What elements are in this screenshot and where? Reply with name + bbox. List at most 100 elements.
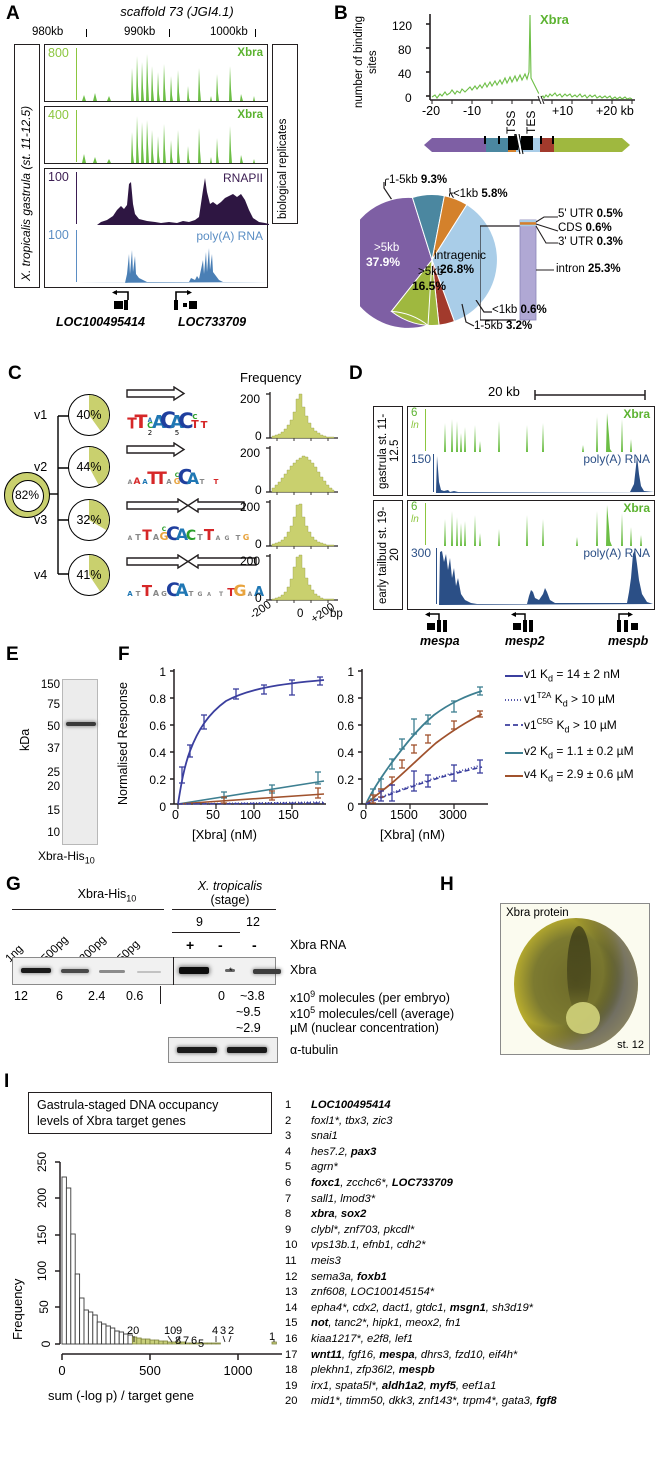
gene-label-mespb: mespb: [608, 634, 649, 648]
panel-d-letter: D: [349, 363, 363, 384]
track-yaxis: [76, 230, 78, 282]
gene-list-row: 6 foxc1, zcchc6*, LOC733709: [285, 1176, 660, 1192]
g-western-blot: *: [12, 957, 281, 985]
svg-text:T: T: [219, 591, 224, 598]
gene-list-rank: 10: [285, 1239, 298, 1252]
callout-lt1kb-up: ╭<1kb 5.8%: [446, 188, 508, 200]
gene-list-rank: 19: [285, 1379, 298, 1392]
g-rule-left: [12, 909, 164, 911]
h-stage-label: st. 12: [617, 1039, 644, 1051]
f-left-ytick-0: 0: [159, 800, 166, 814]
g-quant-24: 2.4: [88, 989, 106, 1003]
xtick-plus10: +10: [552, 104, 574, 118]
metagene-axes-and-curve: [426, 14, 635, 105]
ladder-150: 150: [40, 679, 60, 691]
sequence-logo-v4: A T T A G C A T G A T T G A A: [127, 579, 264, 600]
panel-e-letter: E: [6, 644, 19, 665]
svg-text:250: 250: [35, 1152, 49, 1172]
svg-text:G: G: [174, 477, 181, 486]
bottom-callout-leaders: [461, 300, 492, 327]
svg-text:T: T: [155, 469, 167, 488]
f-left-xtick-150: 150: [278, 808, 299, 822]
svg-text:C: C: [178, 409, 193, 433]
track-xbra-rep1: Xbra 800: [44, 44, 269, 102]
track-xbra-rep2-signal: [77, 116, 269, 163]
ladder-15: 15: [47, 805, 60, 817]
svg-text:A: A: [127, 590, 133, 598]
track-xbra-rep1-signal: [77, 54, 269, 101]
gene-list-names: snai1: [311, 1130, 338, 1143]
axis-tick-1000kb: 1000kb: [210, 26, 248, 38]
d-row1-polya-axis: [433, 454, 435, 492]
i-caption-line2: levels of Xbra target genes: [37, 1114, 186, 1128]
panel-d-row1-stage-box: gastrula st. 11-12.5: [373, 406, 403, 496]
g-stage-9: 9: [196, 915, 203, 929]
d-row2-polya-axis: [436, 548, 438, 604]
axis-tick-980kb: 980kb: [32, 26, 64, 38]
d-row2-xbra-label: Xbra: [623, 501, 650, 515]
gene-list-names: clybl*, znf703, pkcdl*: [311, 1223, 415, 1236]
pie-label-gt5kb-up: >5kb: [374, 242, 400, 254]
svg-text:C: C: [186, 528, 196, 544]
svg-text:A: A: [187, 469, 200, 488]
gene-list-row: 17 wnt11, fgf16, mespa, dhrs3, fzd10, eif…: [285, 1348, 660, 1364]
legend-line-solid-v2: [505, 752, 523, 755]
gene-list-rank: 14: [285, 1301, 298, 1314]
gene-list-names: epha4*, cdx2, dact1, gtdc1, msgn1, sh3d1…: [311, 1301, 534, 1314]
svg-text:20: 20: [127, 1325, 139, 1337]
svg-text:0: 0: [58, 1363, 65, 1378]
i-caption-line1: Gastrula-staged DNA occupancy: [37, 1098, 219, 1112]
g-group-left-label: Xbra-His10: [77, 887, 137, 904]
circle-v3-32: 32%: [68, 499, 110, 541]
motif-arrow-v2: [126, 442, 186, 458]
g-rule-stage9: [172, 932, 240, 934]
track-yaxis: [76, 172, 78, 224]
legend-item-v4: v4 Kd = 2.9 ± 0.6 µM: [504, 765, 660, 787]
gene-list-names: plekhn1, zfp36l2, mespb: [311, 1364, 435, 1377]
gene-list-row: 12 sema3a, foxb1: [285, 1270, 660, 1286]
panel-a-replicates-label: biological replicates: [277, 118, 289, 219]
svg-text:A: A: [153, 589, 160, 598]
g-rna-plus: +: [186, 937, 195, 953]
track-xbra-rep2: Xbra 400: [44, 106, 269, 164]
svg-text:A: A: [134, 477, 141, 487]
circle-total-82: 82%: [4, 472, 50, 518]
svg-text:50: 50: [37, 1300, 51, 1314]
gene-model-loc733709: [174, 290, 197, 310]
panel-a-side-label-box: X. tropicalis gastrula (st. 11-12.5): [14, 44, 40, 288]
f-right-xtick-1500: 1500: [390, 808, 418, 822]
circle-v2-44: 44%: [68, 446, 110, 488]
svg-text:G: G: [233, 581, 246, 600]
svg-text:A: A: [148, 417, 153, 424]
panel-b-ylabel: number of binding sites: [353, 15, 379, 109]
scalebar-label: 20 kb: [488, 384, 520, 399]
genomic-distribution-pie: [360, 194, 498, 329]
svg-text:T: T: [136, 590, 141, 598]
g-units-2: x105 molecules/cell (average): [290, 1005, 455, 1022]
svg-text:A: A: [166, 478, 172, 486]
g-quant-12: 12: [14, 989, 28, 1003]
svg-text:T: T: [214, 478, 219, 486]
panel-c: C 82% v1 40% v2 44% v3 32% v4 41% T T C: [0, 350, 345, 640]
svg-text:G: G: [161, 590, 167, 598]
gene-list-names: xbra, sox2: [311, 1208, 367, 1221]
svg-text:T: T: [200, 478, 205, 486]
g-quant-38: ~3.8: [240, 989, 265, 1003]
pie-value-gt5kb-down: 16.5%: [412, 279, 447, 293]
d-row1-polya-max: 150: [411, 452, 432, 466]
gene-list-rank: 17: [285, 1348, 298, 1361]
f-right-xtick-3000: 3000: [439, 808, 467, 822]
f-left-xtick-0: 0: [172, 808, 179, 822]
axis-tick-mark: [255, 29, 256, 37]
freq-ytick-0-v3: 0: [255, 537, 262, 551]
callout-5utr: 5' UTR 0.5%: [558, 208, 623, 220]
svg-text:C: C: [166, 579, 180, 600]
xtick-tes: TES: [524, 110, 538, 134]
f-right-ytick-06: 0.6: [337, 719, 354, 733]
sequence-logo-v2: A A A T T A G C C A T T: [128, 465, 219, 488]
gene-list-names: foxc1, zcchc6*, LOC733709: [311, 1176, 453, 1189]
legend-line-dashed-v1c5g: [505, 724, 523, 727]
freq-histogram-v4: [266, 554, 338, 603]
svg-text:1000: 1000: [224, 1363, 253, 1378]
svg-text:G: G: [198, 591, 203, 598]
